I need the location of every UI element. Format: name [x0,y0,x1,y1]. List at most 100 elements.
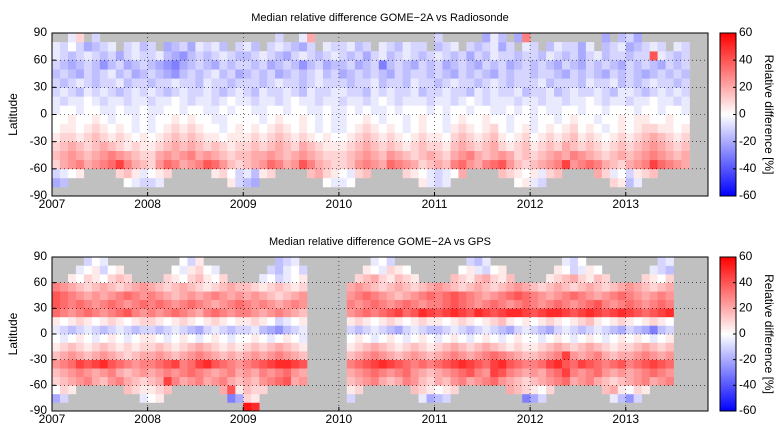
heat-cell [362,42,372,52]
heat-cell [267,150,276,161]
heat-cell [498,368,507,378]
heat-cell [115,265,125,275]
heat-cell [482,282,491,292]
heat-cell [275,291,284,301]
heat-cell [75,150,85,161]
heat-cell [450,359,459,369]
heat-cell [410,159,419,170]
heat-cell [187,132,196,142]
heat-cell [354,60,364,70]
heat-cell [91,51,101,61]
heat-cell [291,51,300,61]
heat-cell [561,96,571,106]
heat-cell [617,42,627,52]
heat-cell [354,274,364,283]
heat-cell [52,96,61,106]
heat-cell [522,342,531,352]
heat-cell [426,325,435,335]
heat-cell [123,141,132,152]
heat-cell [243,334,252,343]
heat-cell [370,114,380,124]
heat-cell [346,385,356,395]
heat-cell [291,78,300,88]
heat-cell [322,51,332,61]
colorbar-tick-label: 60 [739,25,753,39]
heat-cell [211,325,220,335]
heat-cell [641,105,650,115]
heat-cell [474,342,483,352]
heat-cell [267,351,276,360]
heat-cell [251,282,260,292]
heat-cell [522,368,531,378]
heat-cell [219,359,228,369]
heat-cell [617,316,627,326]
heat-cell [593,87,603,97]
heat-cell [554,325,563,335]
heat-cell [203,159,212,170]
heat-cell [426,105,435,115]
heat-cell [625,168,634,179]
heat-cell [474,123,483,133]
x-tick-label: 2010 [326,197,353,211]
heat-cell [362,299,372,309]
heat-cell [561,291,571,301]
heat-cell [354,351,364,360]
heat-cell [554,359,563,369]
heat-cell [299,351,308,360]
heat-cell [474,51,483,61]
heat-cell [482,96,491,106]
heat-cell [402,78,411,88]
heat-cell [466,291,475,301]
heat-cell [538,376,547,386]
heat-cell [402,342,411,352]
heat-cell [346,42,356,52]
heat-cell [577,114,587,124]
heat-cell [657,87,666,97]
heat-cell [554,132,563,142]
heat-cell [498,265,507,275]
heat-cell [506,316,515,326]
heat-cell [259,359,268,369]
heat-cell [354,316,364,326]
heat-cell [362,342,372,352]
heat-cell [267,342,276,352]
heat-cell [418,168,427,179]
heat-cell [219,141,228,152]
heat-cell [378,42,387,52]
heat-cell [609,150,619,161]
heat-cell [530,282,539,292]
heat-cell [179,342,188,352]
heat-cell [410,87,419,97]
heat-cell [378,368,387,378]
heat-cell [307,132,316,142]
heat-cell [59,393,69,403]
heat-cell [466,299,475,309]
heat-cell [283,78,292,88]
heat-cell [577,359,587,369]
heat-cell [577,351,587,360]
heat-cell [59,299,69,309]
heat-cell [506,359,515,369]
heat-cell [561,69,571,79]
heat-cell [625,69,634,79]
heat-cell [75,141,85,152]
heat-cell [522,359,531,369]
heat-cell [386,291,395,301]
heat-cell [314,51,324,61]
heat-cell [155,150,164,161]
heat-cell [378,291,387,301]
heat-cell [139,308,148,318]
heat-cell [155,96,164,106]
heat-cell [442,325,451,335]
heat-cell [147,359,156,369]
heat-cell [243,159,252,170]
heat-cell [601,51,611,61]
heat-cell [490,325,499,335]
x-tick-label: 2008 [134,197,161,211]
heat-cell [307,78,316,88]
heat-cell [283,96,292,106]
heat-cell [59,69,69,79]
heat-cell [673,60,682,70]
heat-cell [99,87,109,97]
heat-cell [75,96,85,106]
